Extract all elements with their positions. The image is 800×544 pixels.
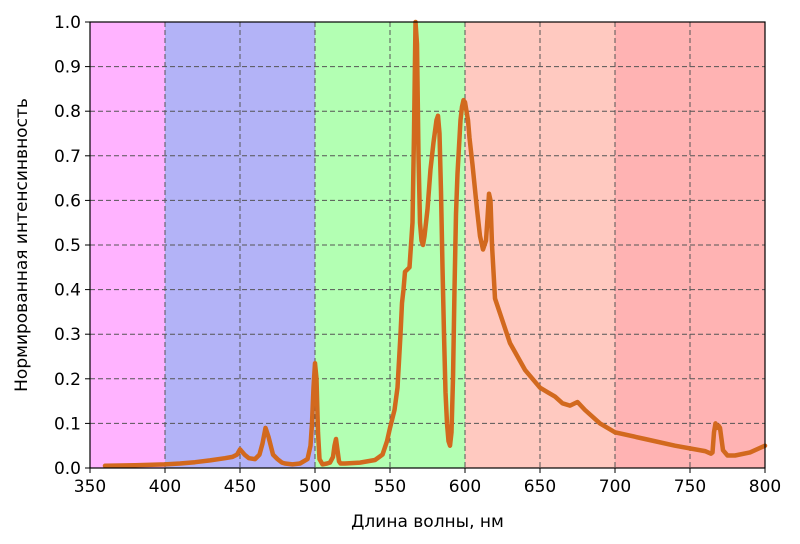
x-tick-label: 600: [449, 477, 481, 497]
grid: [90, 22, 765, 468]
series-line-0: [102, 19, 768, 469]
x-tick-label: 550: [374, 477, 406, 497]
x-tick-label: 650: [524, 477, 556, 497]
y-tick-label: 0.7: [54, 147, 81, 167]
y-tick-label: 0.3: [54, 325, 81, 345]
y-tick-label: 0.0: [54, 459, 81, 479]
x-tick-label: 700: [599, 477, 631, 497]
x-tick-label: 400: [149, 477, 181, 497]
x-tick-label: 500: [299, 477, 331, 497]
y-tick-label: 1.0: [54, 13, 81, 33]
y-tick-label: 0.1: [54, 414, 81, 434]
x-tick-label: 750: [674, 477, 706, 497]
axis-ticks: 350 400 450 500 550 600 650 700 750 800 0.0 0.1 0.2 0…: [54, 13, 781, 497]
x-tick-label: 800: [749, 477, 781, 497]
x-tick-label: 450: [224, 477, 256, 497]
series-layer: [102, 19, 768, 469]
y-tick-label: 0.4: [54, 281, 81, 301]
y-tick-label: 0.5: [54, 236, 81, 256]
y-tick-label: 0.2: [54, 370, 81, 390]
y-tick-label: 0.8: [54, 102, 81, 122]
x-axis-label: Длина волны, нм: [351, 512, 504, 532]
y-axis-label: Нормированная интенсинвность: [12, 98, 32, 392]
y-tick-label: 0.9: [54, 58, 81, 78]
y-tick-label: 0.6: [54, 191, 81, 211]
x-tick-label: 350: [74, 477, 106, 497]
